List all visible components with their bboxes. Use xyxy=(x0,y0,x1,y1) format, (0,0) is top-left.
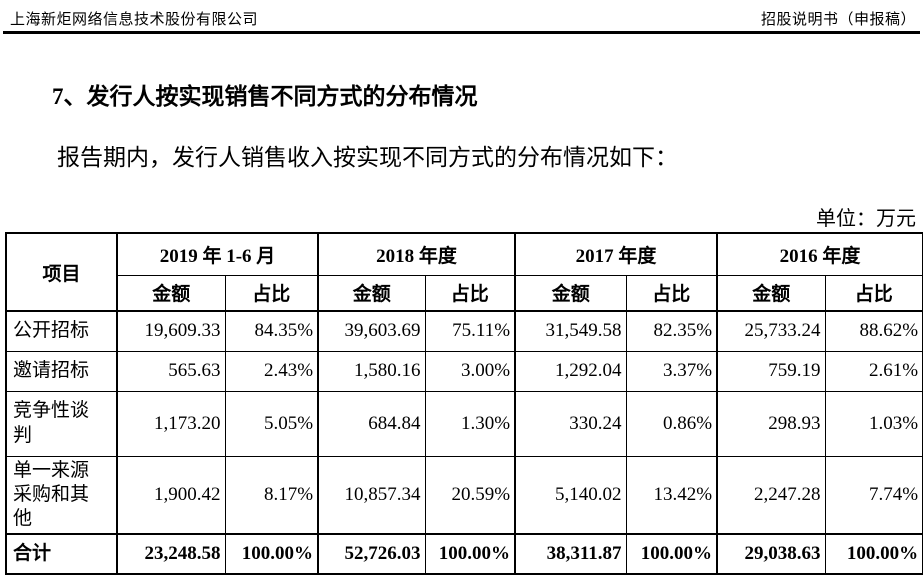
table-cell-ratio: 3.00% xyxy=(424,350,516,392)
column-header-period-2017: 2017 年度 xyxy=(514,232,718,276)
table-cell-ratio: 84.35% xyxy=(224,310,319,352)
column-header-amount: 金额 xyxy=(116,274,226,312)
row-label: 邀请招标 xyxy=(5,350,118,392)
table-cell-ratio: 100.00% xyxy=(224,533,319,575)
table-cell-ratio: 13.42% xyxy=(625,455,718,535)
table-cell-amount: 1,292.04 xyxy=(514,350,627,392)
column-header-item: 项目 xyxy=(5,232,118,312)
table-cell-ratio: 7.74% xyxy=(824,455,923,535)
header-rule xyxy=(3,31,920,34)
column-header-ratio: 占比 xyxy=(424,274,516,312)
row-label-total: 合计 xyxy=(5,533,118,575)
table-cell-ratio: 2.61% xyxy=(824,350,923,392)
table-cell-ratio: 2.43% xyxy=(224,350,319,392)
table-cell-amount: 19,609.33 xyxy=(116,310,226,352)
sales-distribution-table: 项目 2019 年 1-6 月 2018 年度 2017 年度 2016 年度 … xyxy=(5,232,923,576)
table-cell-ratio: 88.62% xyxy=(824,310,923,352)
table-cell-ratio: 1.03% xyxy=(824,390,923,457)
table-cell-ratio: 5.05% xyxy=(224,390,319,457)
table-cell-amount: 1,580.16 xyxy=(317,350,426,392)
table-cell-amount: 2,247.28 xyxy=(716,455,826,535)
table-row: 竞争性谈判 1,173.20 5.05% 684.84 1.30% 330.24… xyxy=(5,390,923,457)
table-cell-ratio: 100.00% xyxy=(424,533,516,575)
table-cell-ratio: 75.11% xyxy=(424,310,516,352)
table-total-row: 合计 23,248.58 100.00% 52,726.03 100.00% 3… xyxy=(5,533,923,575)
column-header-period-2019: 2019 年 1-6 月 xyxy=(115,232,319,276)
row-label: 竞争性谈判 xyxy=(5,390,118,457)
table-cell-amount: 1,173.20 xyxy=(116,390,226,457)
section-intro: 报告期内，发行人销售收入按实现不同方式的分布情况如下： xyxy=(57,145,678,170)
table-cell-amount: 298.93 xyxy=(716,390,826,457)
table-cell-amount: 31,549.58 xyxy=(514,310,627,352)
table-cell-ratio: 100.00% xyxy=(625,533,718,575)
table-cell-amount: 52,726.03 xyxy=(317,533,426,575)
table-cell-ratio: 82.35% xyxy=(625,310,718,352)
table-cell-ratio: 20.59% xyxy=(424,455,516,535)
column-header-amount: 金额 xyxy=(716,274,826,312)
table-cell-ratio: 3.37% xyxy=(625,350,718,392)
column-header-ratio: 占比 xyxy=(625,274,718,312)
unit-note: 单位：万元 xyxy=(816,208,916,230)
table-header-sub-row: 金额 占比 金额 占比 金额 占比 金额 占比 xyxy=(6,274,923,312)
table-row: 公开招标 19,609.33 84.35% 39,603.69 75.11% 3… xyxy=(5,310,923,352)
table-cell-amount: 759.19 xyxy=(716,350,826,392)
column-header-amount: 金额 xyxy=(317,274,426,312)
table-cell-amount: 39,603.69 xyxy=(317,310,426,352)
column-header-period-2018: 2018 年度 xyxy=(317,232,516,276)
table-cell-ratio: 0.86% xyxy=(625,390,718,457)
table-cell-amount: 1,900.42 xyxy=(116,455,226,535)
page-header-doc-label: 招股说明书（申报稿） xyxy=(760,12,916,28)
table-cell-amount: 29,038.63 xyxy=(716,533,826,575)
row-label: 公开招标 xyxy=(5,310,118,352)
table-header-period-row: 项目 2019 年 1-6 月 2018 年度 2017 年度 2016 年度 xyxy=(5,232,923,312)
table-cell-amount: 5,140.02 xyxy=(514,455,627,535)
table-cell-amount: 684.84 xyxy=(317,390,426,457)
table-cell-amount: 38,311.87 xyxy=(514,533,627,575)
column-header-amount: 金额 xyxy=(514,274,627,312)
table-cell-ratio: 8.17% xyxy=(224,455,319,535)
row-label: 单一来源采购和其他 xyxy=(5,455,118,535)
page-header-company: 上海新炬网络信息技术股份有限公司 xyxy=(10,12,259,28)
table-row: 邀请招标 565.63 2.43% 1,580.16 3.00% 1,292.0… xyxy=(5,350,923,392)
table-cell-amount: 25,733.24 xyxy=(716,310,826,352)
table-cell-amount: 10,857.34 xyxy=(317,455,426,535)
table-cell-ratio: 100.00% xyxy=(824,533,923,575)
table-cell-ratio: 1.30% xyxy=(424,390,516,457)
column-header-ratio: 占比 xyxy=(824,274,923,312)
table-cell-amount: 23,248.58 xyxy=(116,533,226,575)
table-cell-amount: 330.24 xyxy=(514,390,627,457)
column-header-period-2016: 2016 年度 xyxy=(716,232,923,276)
table-row: 单一来源采购和其他 1,900.42 8.17% 10,857.34 20.59… xyxy=(5,455,923,535)
column-header-ratio: 占比 xyxy=(224,274,319,312)
section-heading: 7、发行人按实现销售不同方式的分布情况 xyxy=(52,84,478,109)
table-cell-amount: 565.63 xyxy=(116,350,226,392)
